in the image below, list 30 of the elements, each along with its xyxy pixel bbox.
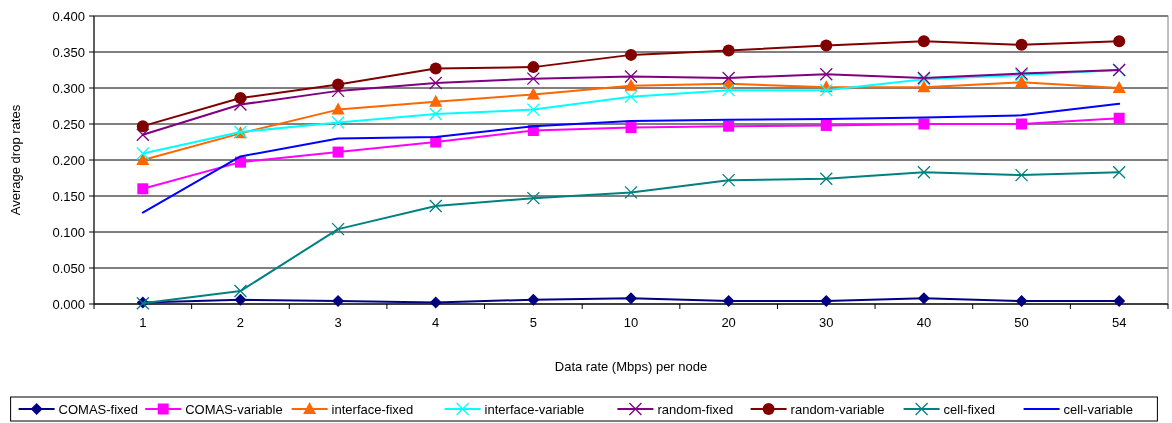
x-tick-label: 30: [819, 315, 834, 330]
y-tick-label: 0.300: [52, 80, 85, 96]
y-tick-label: 0.350: [52, 44, 85, 60]
y-tick-label: 0.250: [52, 116, 85, 132]
x-tick-label: 54: [1111, 315, 1127, 330]
x-tick-label: 3: [334, 315, 342, 330]
y-tick-label: 0.200: [52, 152, 85, 168]
x-tick-label: 5: [529, 315, 537, 330]
x-tick-label: 20: [721, 315, 736, 330]
x-tick-label: 40: [916, 315, 932, 330]
x-tick-label: 1: [139, 315, 147, 330]
y-tick-label: 0.000: [52, 296, 85, 312]
y-tick-label: 0.050: [52, 260, 85, 276]
legend-label: COMAS-fixed: [58, 401, 139, 417]
legend-label: interface-variable: [484, 401, 585, 417]
legend-label: cell-variable: [1063, 401, 1133, 417]
y-tick-label: 0.100: [52, 224, 85, 240]
y-tick-label: 0.400: [52, 8, 85, 24]
y-tick-label: 0.150: [52, 188, 85, 204]
legend-label: interface-fixed: [331, 401, 414, 417]
x-tick-label: 2: [236, 315, 245, 330]
legend-label: cell-fixed: [943, 401, 995, 417]
legend-label: random-fixed: [657, 401, 734, 417]
y-axis-title: Average drop rates: [8, 104, 23, 216]
legend-label: random-variable: [790, 401, 885, 417]
legend-label: COMAS-variable: [185, 401, 283, 417]
x-tick-label: 4: [432, 315, 440, 330]
x-tick-label: 50: [1014, 315, 1029, 330]
x-tick-label: 10: [623, 315, 639, 330]
x-axis-title: Data rate (Mbps) per node: [554, 359, 708, 374]
